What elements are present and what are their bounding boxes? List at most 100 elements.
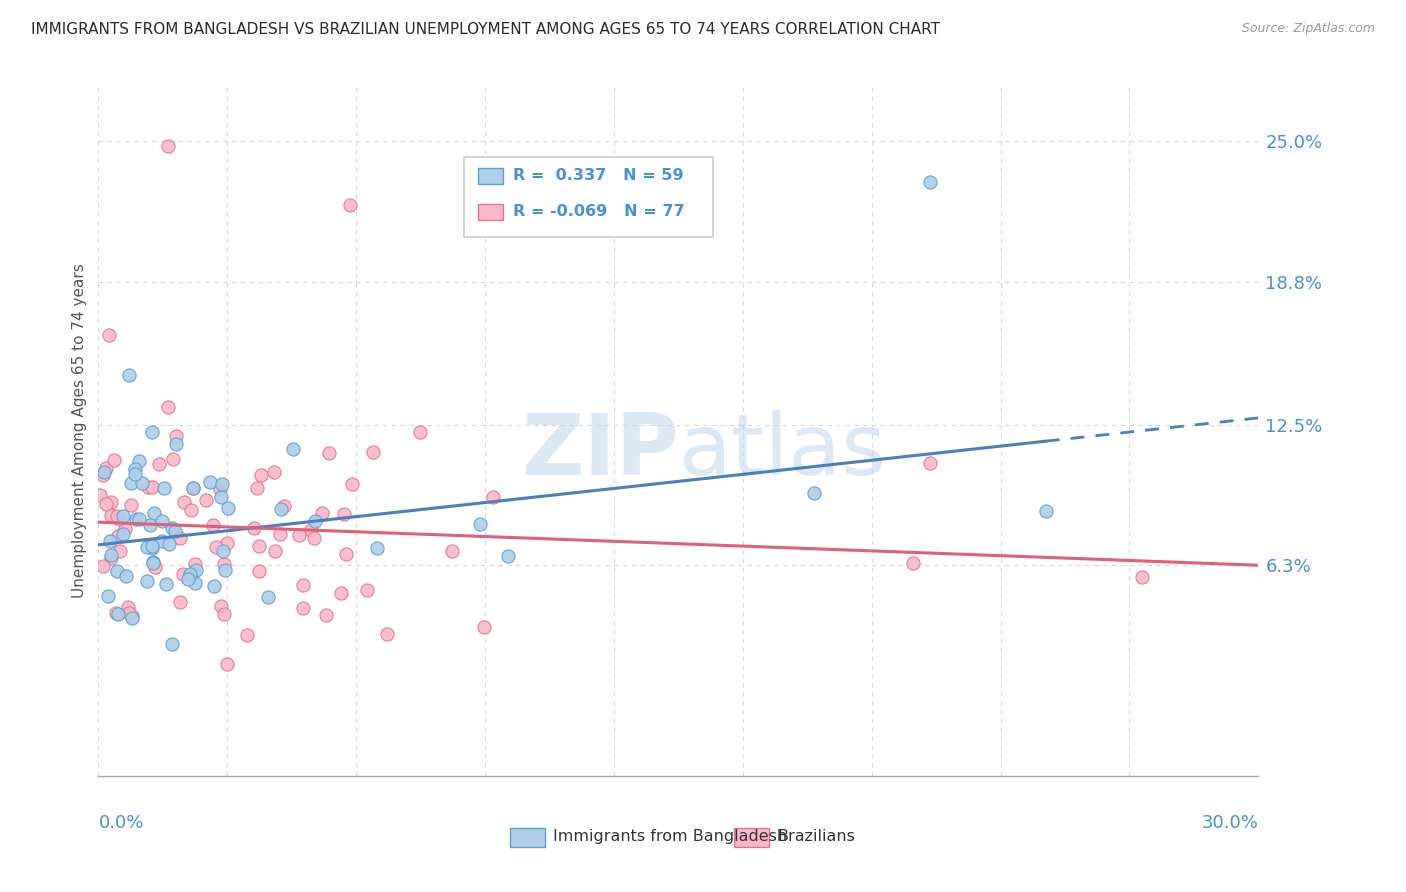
Point	[136, 574, 159, 589]
Point	[184, 575, 207, 590]
Point	[162, 452, 184, 467]
Point	[264, 544, 287, 558]
Text: R =  0.337   N = 59: R = 0.337 N = 59	[513, 169, 683, 184]
Point	[335, 547, 357, 561]
Point	[107, 511, 129, 525]
Point	[118, 607, 141, 621]
Point	[803, 485, 825, 500]
Point	[117, 600, 139, 615]
Point	[100, 508, 122, 522]
Point	[366, 541, 388, 555]
Point	[143, 506, 166, 520]
Point	[440, 544, 463, 558]
Point	[91, 558, 114, 573]
Point	[361, 445, 384, 459]
Point	[120, 476, 142, 491]
Point	[332, 507, 354, 521]
Point	[141, 541, 163, 555]
Point	[114, 522, 136, 536]
Point	[281, 442, 304, 456]
Point	[107, 607, 129, 621]
Point	[131, 476, 153, 491]
Point	[299, 523, 322, 537]
Point	[112, 526, 135, 541]
Point	[205, 540, 228, 554]
Point	[482, 490, 505, 504]
Point	[198, 475, 221, 490]
Point	[302, 531, 325, 545]
Point	[141, 480, 163, 494]
Point	[105, 564, 128, 578]
Point	[142, 555, 165, 569]
Point	[215, 535, 238, 549]
Text: R = -0.069   N = 77: R = -0.069 N = 77	[513, 204, 685, 219]
Point	[269, 527, 291, 541]
Point	[103, 453, 125, 467]
Point	[202, 579, 225, 593]
Point	[288, 527, 311, 541]
Point	[97, 589, 120, 603]
Point	[179, 566, 201, 581]
Point	[139, 518, 162, 533]
Point	[157, 139, 180, 153]
Point	[172, 566, 194, 581]
Point	[97, 327, 120, 342]
Point	[169, 595, 191, 609]
Point	[100, 550, 122, 565]
Text: Brazilians: Brazilians	[778, 830, 855, 845]
Point	[91, 468, 114, 483]
Point	[124, 462, 146, 476]
Point	[901, 556, 924, 570]
Point	[100, 548, 122, 562]
Point	[165, 437, 187, 451]
Point	[93, 466, 115, 480]
Point	[169, 531, 191, 545]
Point	[160, 637, 183, 651]
Point	[184, 558, 207, 572]
Point	[157, 537, 180, 551]
Point	[470, 517, 492, 532]
Point	[157, 400, 180, 414]
Point	[212, 607, 235, 621]
Point	[180, 502, 202, 516]
Point	[356, 583, 378, 598]
FancyBboxPatch shape	[734, 828, 769, 847]
Point	[318, 446, 340, 460]
Text: IMMIGRANTS FROM BANGLADESH VS BRAZILIAN UNEMPLOYMENT AMONG AGES 65 TO 74 YEARS C: IMMIGRANTS FROM BANGLADESH VS BRAZILIAN …	[31, 22, 941, 37]
Point	[118, 368, 141, 382]
Point	[121, 609, 143, 624]
Point	[212, 543, 235, 558]
FancyBboxPatch shape	[478, 169, 503, 184]
Point	[165, 428, 187, 442]
Point	[148, 457, 170, 471]
Point	[100, 495, 122, 509]
Point	[1035, 504, 1057, 518]
Point	[311, 506, 333, 520]
Y-axis label: Unemployment Among Ages 65 to 74 years: Unemployment Among Ages 65 to 74 years	[72, 263, 87, 598]
Point	[918, 456, 941, 470]
Point	[155, 577, 177, 591]
Point	[107, 508, 129, 523]
Point	[304, 514, 326, 528]
Point	[236, 628, 259, 642]
Point	[217, 500, 239, 515]
Point	[160, 521, 183, 535]
Point	[110, 543, 132, 558]
Point	[107, 528, 129, 542]
Point	[98, 534, 121, 549]
Point	[153, 481, 176, 495]
Point	[340, 476, 363, 491]
Text: ZIP: ZIP	[520, 409, 678, 492]
Point	[247, 564, 270, 578]
Text: Source: ZipAtlas.com: Source: ZipAtlas.com	[1241, 22, 1375, 36]
Point	[339, 198, 361, 212]
Point	[208, 482, 231, 496]
Point	[212, 557, 235, 571]
Point	[249, 468, 271, 483]
Point	[270, 502, 292, 516]
Point	[315, 607, 337, 622]
Point	[273, 499, 295, 513]
Point	[136, 480, 159, 494]
Point	[184, 564, 207, 578]
FancyBboxPatch shape	[478, 204, 503, 219]
